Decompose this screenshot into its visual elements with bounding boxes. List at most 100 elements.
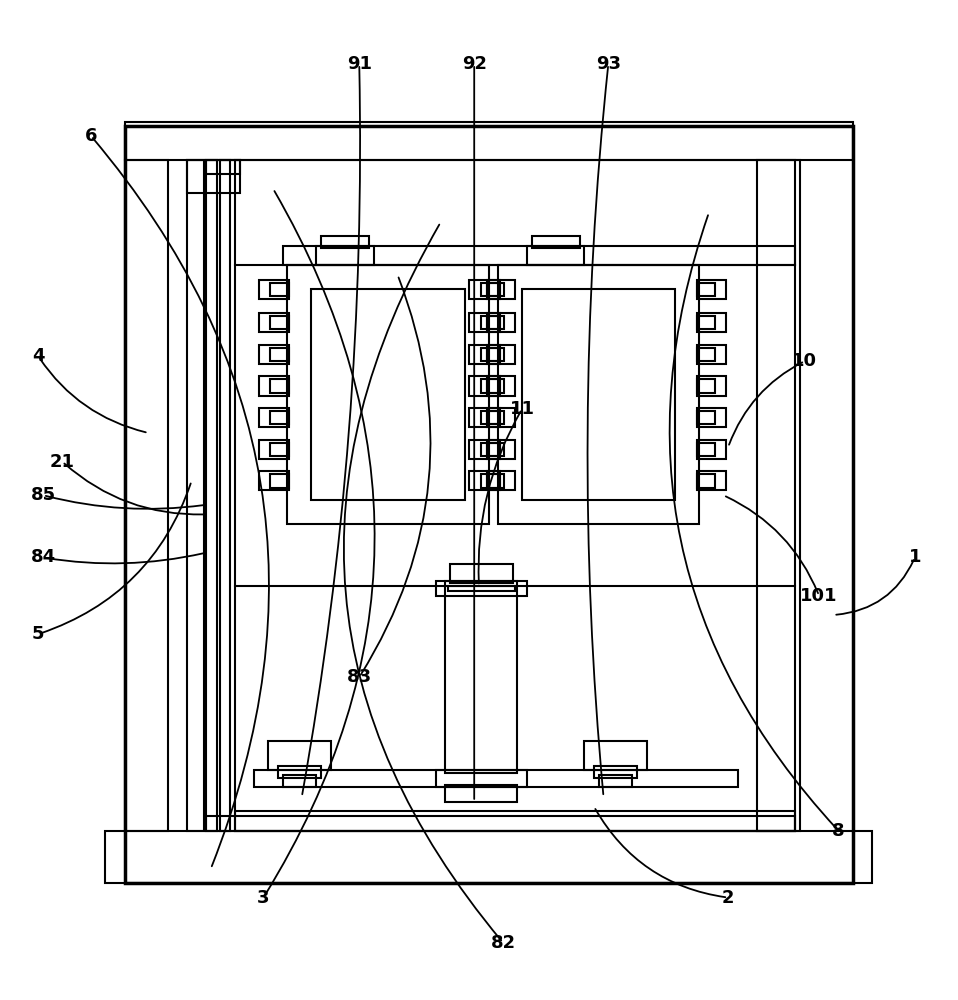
Bar — [487, 348, 504, 361]
Bar — [527, 246, 584, 265]
Bar — [270, 316, 289, 329]
Bar — [445, 581, 517, 773]
Bar — [235, 811, 795, 831]
Text: 11: 11 — [510, 400, 535, 418]
Text: 101: 101 — [800, 587, 838, 605]
Bar — [522, 289, 675, 500]
Text: 21: 21 — [50, 453, 75, 471]
Bar — [487, 313, 515, 332]
Bar — [448, 586, 515, 591]
Bar — [259, 345, 289, 364]
Bar — [487, 376, 515, 396]
Bar — [445, 785, 517, 802]
Bar — [125, 122, 853, 160]
Bar — [469, 376, 500, 396]
Text: 3: 3 — [257, 889, 270, 907]
Text: 91: 91 — [347, 55, 372, 73]
Text: 4: 4 — [32, 347, 45, 365]
Bar — [469, 440, 500, 459]
Text: 8: 8 — [832, 822, 845, 840]
Bar — [697, 379, 715, 393]
Bar — [481, 379, 500, 393]
Bar — [487, 316, 504, 329]
Bar — [283, 246, 795, 265]
Bar — [697, 313, 726, 332]
Bar — [235, 160, 795, 831]
Bar — [487, 440, 515, 459]
Bar — [697, 316, 715, 329]
Bar — [206, 816, 795, 831]
Text: 83: 83 — [347, 668, 372, 686]
Bar — [270, 474, 289, 488]
Bar — [105, 831, 872, 883]
Bar — [697, 443, 715, 456]
Text: 85: 85 — [31, 486, 56, 504]
Bar — [270, 283, 289, 296]
Bar — [481, 283, 500, 296]
Bar — [481, 411, 500, 424]
Bar — [697, 411, 715, 424]
Text: 92: 92 — [462, 55, 487, 73]
Bar — [481, 474, 500, 488]
Bar — [697, 280, 726, 299]
Bar — [270, 443, 289, 456]
Text: 6: 6 — [84, 127, 98, 145]
Bar — [481, 348, 500, 361]
Bar — [697, 440, 726, 459]
Bar — [206, 160, 240, 174]
Bar — [481, 443, 500, 456]
Bar — [259, 408, 289, 427]
Bar — [697, 408, 726, 427]
Bar — [283, 775, 316, 787]
Text: 1: 1 — [908, 548, 922, 566]
Bar — [487, 345, 515, 364]
Bar — [268, 741, 331, 770]
Bar — [599, 775, 632, 787]
Bar — [450, 564, 513, 583]
Bar — [436, 770, 527, 787]
Bar — [259, 313, 289, 332]
Bar — [757, 160, 800, 831]
Bar — [487, 283, 504, 296]
Bar — [311, 289, 465, 500]
Bar — [697, 471, 726, 490]
Bar — [316, 246, 374, 265]
Bar — [487, 471, 515, 490]
Bar — [697, 283, 715, 296]
Bar — [220, 160, 230, 831]
Text: 10: 10 — [792, 352, 817, 370]
Bar — [487, 280, 515, 299]
Bar — [697, 348, 715, 361]
Bar — [254, 770, 738, 787]
Bar — [259, 280, 289, 299]
Bar — [487, 408, 515, 427]
Bar — [487, 443, 504, 456]
Bar — [187, 160, 204, 831]
Bar — [270, 411, 289, 424]
Bar — [481, 316, 500, 329]
Bar — [259, 440, 289, 459]
Bar — [270, 379, 289, 393]
Text: 93: 93 — [596, 55, 621, 73]
Bar — [532, 236, 580, 248]
Bar — [697, 474, 715, 488]
Bar — [125, 126, 853, 883]
Bar — [259, 376, 289, 396]
Bar — [259, 471, 289, 490]
Bar — [469, 280, 500, 299]
Text: 5: 5 — [32, 625, 45, 643]
Bar — [498, 265, 699, 524]
Bar — [436, 581, 527, 596]
Bar — [187, 160, 240, 193]
Bar — [206, 160, 217, 831]
Bar — [125, 160, 168, 831]
Bar — [697, 376, 726, 396]
Bar — [278, 766, 321, 778]
Bar — [469, 471, 500, 490]
Bar — [594, 766, 637, 778]
Bar — [697, 345, 726, 364]
Bar — [469, 345, 500, 364]
Text: 2: 2 — [721, 889, 735, 907]
Bar — [321, 236, 369, 248]
Bar — [270, 348, 289, 361]
